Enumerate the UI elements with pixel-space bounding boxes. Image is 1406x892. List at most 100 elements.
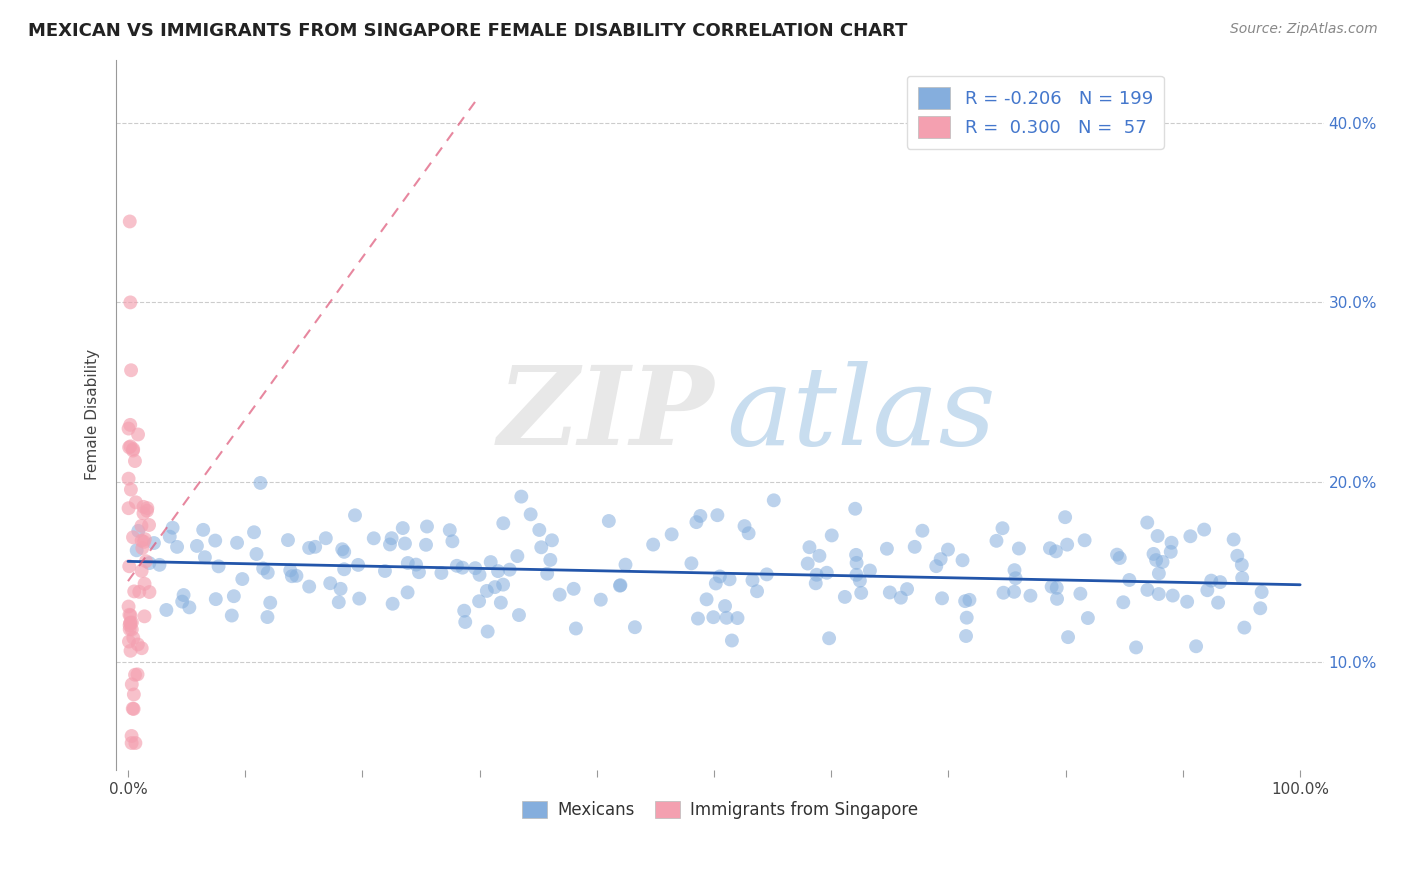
Point: [256, 566, 278, 580]
Point: [131, 541, 153, 555]
Point: [508, 608, 530, 623]
Point: [755, 567, 778, 582]
Point: [304, 540, 326, 554]
Point: [986, 533, 1008, 548]
Point: [118, 618, 141, 632]
Point: [454, 615, 477, 629]
Point: [120, 608, 142, 623]
Point: [936, 542, 959, 557]
Legend: Mexicans, Immigrants from Singapore: Mexicans, Immigrants from Singapore: [516, 794, 924, 826]
Point: [737, 526, 759, 541]
Point: [565, 622, 588, 636]
Point: [702, 610, 724, 624]
Point: [166, 540, 188, 554]
Point: [1118, 573, 1140, 587]
Point: [904, 540, 927, 554]
Point: [118, 607, 141, 622]
Point: [148, 558, 170, 572]
Point: [745, 584, 768, 599]
Point: [131, 564, 153, 578]
Point: [155, 603, 177, 617]
Point: [162, 521, 184, 535]
Point: [536, 566, 558, 581]
Point: [120, 644, 142, 658]
Point: [124, 667, 146, 681]
Point: [468, 567, 491, 582]
Point: [121, 729, 143, 743]
Point: [172, 594, 194, 608]
Point: [118, 440, 141, 454]
Text: atlas: atlas: [725, 361, 995, 468]
Point: [124, 736, 146, 750]
Point: [1019, 589, 1042, 603]
Point: [249, 475, 271, 490]
Point: [911, 524, 934, 538]
Point: [1230, 558, 1253, 572]
Point: [278, 563, 301, 577]
Point: [1125, 640, 1147, 655]
Point: [548, 588, 571, 602]
Point: [1008, 541, 1031, 556]
Point: [510, 490, 533, 504]
Point: [1160, 545, 1182, 559]
Point: [890, 591, 912, 605]
Point: [993, 586, 1015, 600]
Point: [1192, 523, 1215, 537]
Point: [330, 542, 353, 557]
Point: [529, 523, 551, 537]
Point: [815, 566, 838, 580]
Point: [1199, 574, 1222, 588]
Point: [486, 564, 509, 578]
Point: [959, 592, 981, 607]
Point: [120, 616, 142, 631]
Point: [1233, 621, 1256, 635]
Point: [125, 543, 148, 558]
Point: [1112, 595, 1135, 609]
Point: [363, 531, 385, 545]
Point: [138, 556, 160, 570]
Point: [453, 604, 475, 618]
Point: [124, 454, 146, 468]
Point: [991, 521, 1014, 535]
Point: [845, 567, 868, 582]
Point: [446, 558, 468, 573]
Point: [127, 637, 149, 651]
Point: [118, 634, 141, 648]
Point: [1077, 611, 1099, 625]
Point: [349, 591, 371, 606]
Point: [1161, 589, 1184, 603]
Point: [849, 574, 872, 588]
Point: [1197, 583, 1219, 598]
Point: [243, 525, 266, 540]
Point: [685, 515, 707, 529]
Point: [1004, 571, 1026, 585]
Point: [122, 688, 145, 702]
Point: [374, 564, 396, 578]
Point: [1146, 529, 1168, 543]
Point: [492, 516, 515, 531]
Point: [879, 585, 901, 599]
Point: [859, 564, 882, 578]
Point: [484, 580, 506, 594]
Point: [122, 443, 145, 458]
Point: [925, 559, 948, 574]
Point: [489, 596, 512, 610]
Point: [118, 622, 141, 636]
Point: [118, 559, 141, 574]
Point: [845, 556, 868, 570]
Point: [120, 439, 142, 453]
Point: [259, 596, 281, 610]
Point: [333, 562, 356, 576]
Point: [256, 610, 278, 624]
Point: [120, 417, 142, 432]
Point: [714, 599, 737, 613]
Point: [464, 561, 486, 575]
Point: [1147, 566, 1170, 581]
Point: [127, 667, 149, 681]
Point: [741, 574, 763, 588]
Point: [204, 592, 226, 607]
Point: [131, 533, 153, 548]
Point: [405, 558, 427, 572]
Point: [727, 611, 749, 625]
Point: [245, 547, 267, 561]
